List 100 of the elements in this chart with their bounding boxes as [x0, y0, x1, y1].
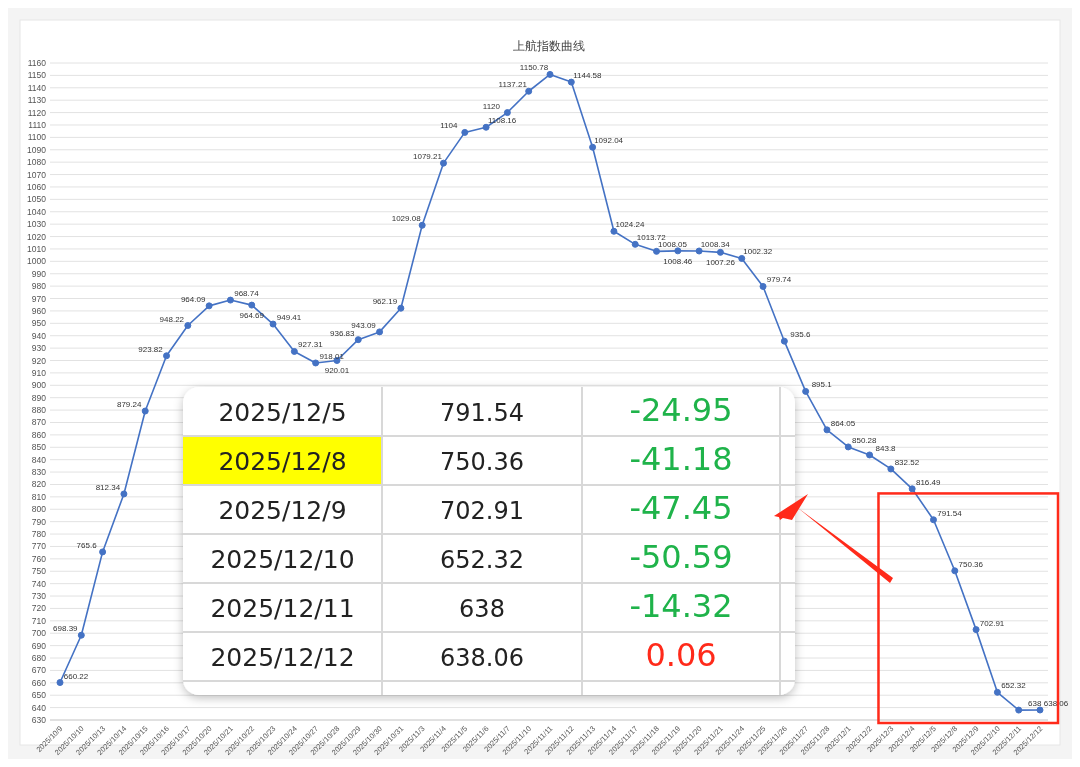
data-label: 964.69: [239, 311, 265, 321]
point: [120, 490, 128, 498]
data-label: 702.91: [979, 618, 1005, 628]
y-tick-label: 1070: [27, 169, 47, 180]
data-label: 948.22: [159, 314, 185, 324]
point: [972, 626, 980, 634]
y-tick-label: 920: [31, 355, 47, 366]
data-label: 850.28: [852, 435, 878, 445]
y-tick-label: 880: [31, 405, 47, 416]
point: [780, 337, 788, 345]
point: [674, 247, 682, 255]
data-label: 1013.72: [636, 233, 667, 243]
y-tick-label: 740: [31, 578, 47, 589]
data-label: 0.06: [645, 636, 717, 674]
data-label: 936.83: [330, 328, 356, 338]
data-label: 638.06: [440, 644, 524, 672]
point: [525, 87, 533, 95]
y-tick-label: 890: [31, 392, 47, 403]
data-label: 750.36: [440, 448, 524, 476]
point: [482, 123, 490, 131]
data-label: 843.8: [875, 443, 897, 453]
y-tick-label: 1010: [27, 243, 47, 254]
data-label: 1120: [482, 101, 501, 111]
data-label: 652.32: [1001, 681, 1027, 691]
point: [908, 485, 916, 493]
data-label: 638: [459, 595, 505, 623]
y-tick-label: 770: [31, 541, 47, 552]
y-tick-label: 640: [31, 702, 47, 713]
data-label: 879.24: [116, 400, 142, 410]
y-tick-label: 750: [31, 566, 47, 577]
point: [695, 247, 703, 255]
y-tick-label: 1100: [27, 132, 47, 143]
y-tick-label: 980: [31, 281, 47, 292]
point: [141, 407, 149, 415]
y-tick-label: 860: [31, 429, 47, 440]
data-label: 1024.24: [615, 220, 645, 230]
point: [716, 248, 724, 256]
data-label: 935.6: [790, 330, 811, 340]
data-label: 1144.58: [573, 71, 603, 81]
point: [546, 70, 554, 78]
data-label: 1007.26: [705, 258, 736, 268]
data-label: 816.49: [915, 477, 941, 487]
data-label: 895.1: [811, 380, 833, 390]
y-tick-label: 660: [31, 677, 47, 688]
y-tick-label: 950: [31, 318, 47, 329]
y-tick-label: 940: [31, 330, 47, 341]
y-tick-label: 1050: [27, 194, 47, 205]
point: [887, 465, 895, 473]
point: [376, 328, 384, 336]
data-label: 1029.08: [391, 214, 422, 224]
y-tick-label: 1040: [27, 206, 47, 217]
point: [56, 679, 64, 687]
point: [290, 347, 298, 355]
y-tick-label: 790: [31, 516, 47, 527]
category-label: 2025/12/8: [218, 447, 347, 476]
data-label: 949.41: [276, 313, 302, 323]
point: [802, 387, 810, 395]
y-tick-label: 1060: [27, 181, 47, 192]
data-label: 750.36: [958, 559, 984, 569]
data-label: 765.6: [76, 540, 98, 550]
point: [312, 359, 320, 367]
y-tick-label: 820: [31, 479, 47, 490]
y-tick-label: 760: [31, 553, 47, 564]
y-tick-label: 810: [31, 491, 47, 502]
chart-title: 上航指数曲线: [513, 39, 585, 53]
y-tick-label: 670: [31, 665, 47, 676]
point: [929, 516, 937, 524]
data-label: 702.91: [440, 497, 524, 525]
data-label: 1008.46: [663, 256, 693, 266]
y-tick-label: 900: [31, 380, 47, 391]
data-label: 979.74: [766, 275, 792, 285]
point: [759, 282, 767, 290]
y-tick-label: 1160: [27, 58, 47, 68]
point: [226, 296, 234, 304]
y-tick-label: 1090: [27, 144, 47, 155]
point: [77, 631, 85, 639]
point: [631, 240, 639, 248]
point: [589, 143, 597, 151]
point: [993, 688, 1001, 696]
y-tick-label: 1030: [27, 219, 47, 230]
point: [184, 322, 192, 330]
data-label: 832.52: [894, 457, 920, 467]
y-tick-label: 910: [31, 367, 47, 378]
data-label: 1079.21: [413, 152, 443, 162]
point: [844, 443, 852, 451]
y-tick-label: 960: [31, 305, 47, 316]
y-tick-label: 830: [31, 467, 47, 478]
category-label: 2025/12/11: [210, 594, 355, 623]
y-tick-label: 930: [31, 343, 47, 354]
data-label: -50.59: [629, 538, 733, 576]
data-label: 923.82: [138, 344, 164, 354]
y-tick-label: 800: [31, 504, 47, 515]
point: [1015, 706, 1023, 714]
data-label: 1008.34: [700, 240, 731, 249]
data-label: 943.09: [351, 320, 377, 330]
category-label: 2025/12/10: [210, 545, 355, 574]
y-tick-label: 1000: [27, 256, 47, 267]
point: [951, 567, 959, 575]
data-label: 1092.04: [594, 136, 624, 146]
y-tick-label: 1080: [27, 157, 47, 168]
